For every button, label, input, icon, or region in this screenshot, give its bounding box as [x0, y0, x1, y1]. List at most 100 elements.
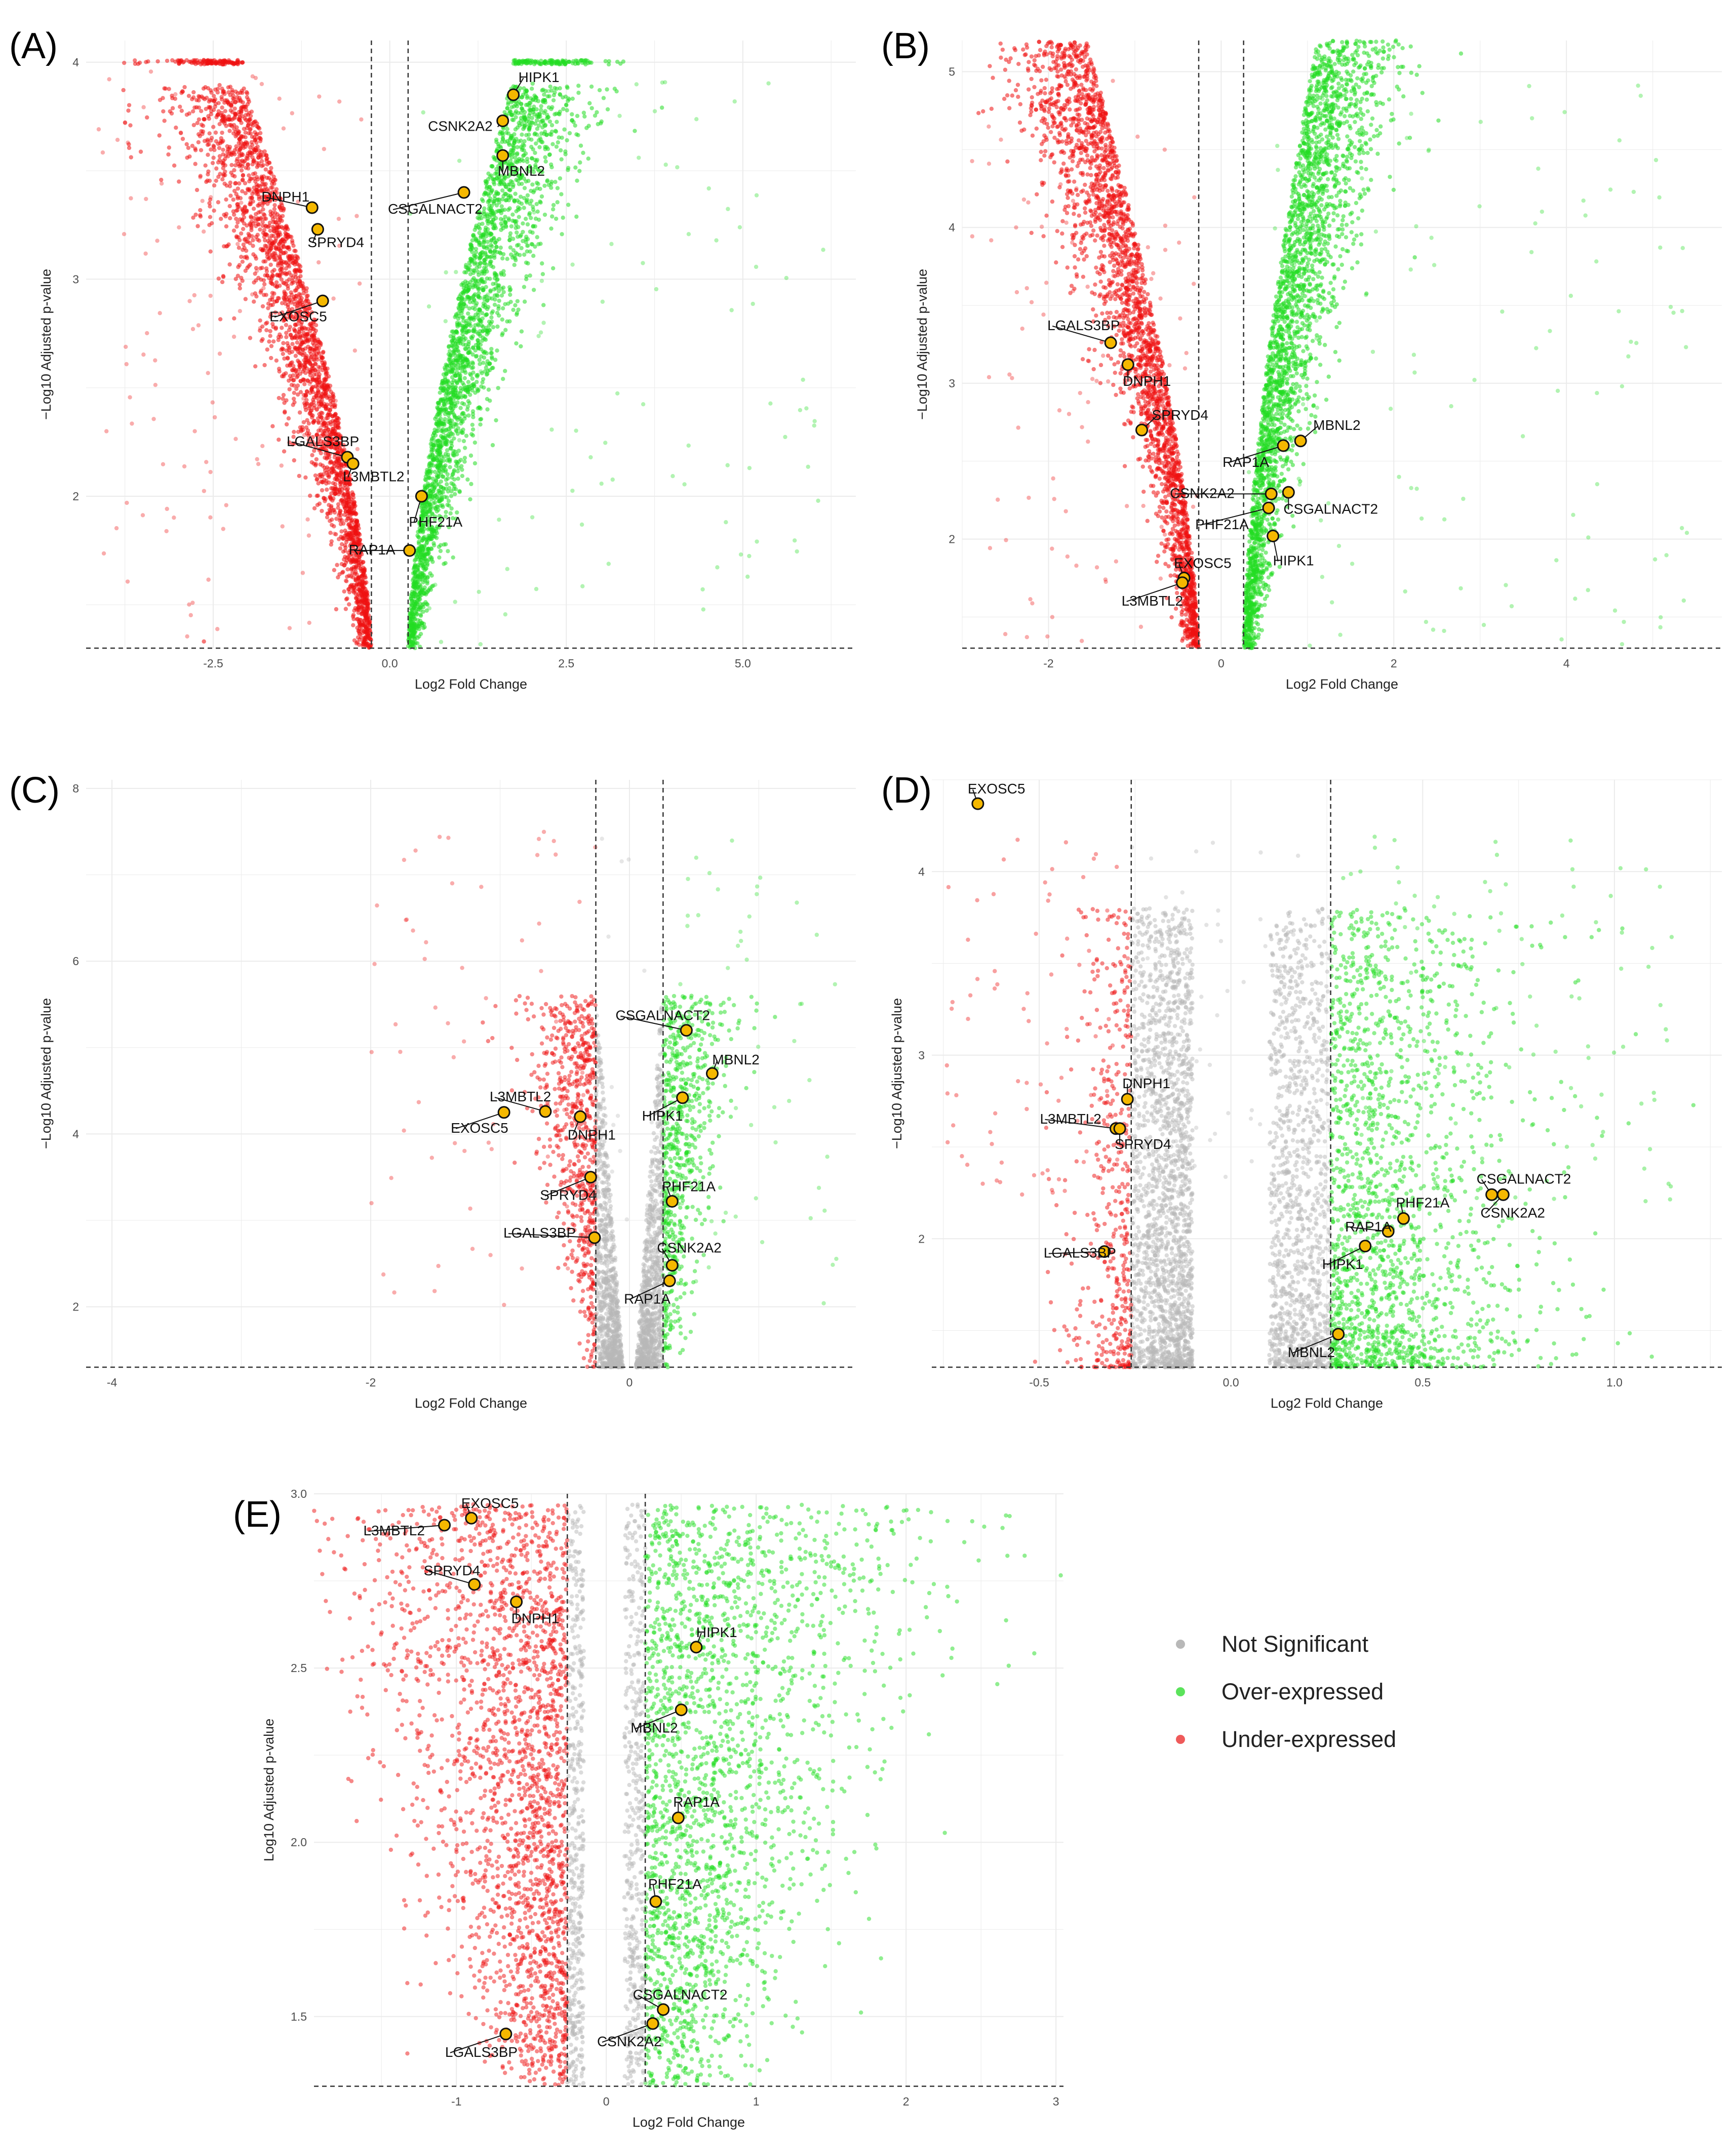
gene-point: [426, 455, 431, 460]
gene-point: [488, 255, 492, 260]
gene-point: [253, 119, 258, 124]
gene-point: [223, 156, 227, 162]
gene-point: [518, 194, 523, 199]
gene-point: [578, 160, 582, 165]
gene-point: [239, 254, 244, 259]
gene-point: [488, 361, 492, 366]
gene-point: [323, 455, 327, 460]
gene-point: [446, 432, 451, 437]
gene-point: [421, 621, 426, 626]
gene-point: [230, 90, 235, 95]
gene-point: [310, 390, 315, 394]
gene-point: [445, 482, 449, 487]
gene-point: [500, 223, 505, 228]
gene-point: [315, 441, 320, 445]
gene-point: [329, 486, 334, 491]
gene-point: [247, 233, 252, 238]
gene-point: [249, 214, 253, 219]
gene-point: [555, 200, 560, 205]
gene-point: [476, 331, 481, 336]
gene-point: [497, 197, 502, 202]
gene-point: [466, 339, 471, 344]
gene-point: [279, 270, 283, 275]
gene-point: [303, 475, 308, 480]
gene-point: [237, 117, 242, 122]
gene-point: [595, 110, 599, 114]
gene-point: [231, 209, 235, 214]
gene-point: [312, 448, 317, 453]
gene-point: [271, 228, 277, 233]
gene-point: [240, 189, 245, 193]
gene-point: [339, 529, 344, 534]
gene-point: [540, 272, 545, 276]
gene-point: [317, 401, 321, 406]
gene-point: [446, 391, 451, 396]
gene-point: [270, 181, 274, 186]
gene-point: [304, 402, 309, 406]
gene-point: [260, 220, 265, 224]
gene-point: [470, 422, 475, 427]
gene-point: [447, 503, 451, 508]
gene-point: [341, 521, 346, 526]
gene-point: [214, 178, 218, 183]
gene-point: [334, 475, 338, 480]
gene-point: [543, 155, 547, 160]
gene-point: [513, 102, 518, 107]
gene-point: [488, 248, 492, 253]
gene-point: [522, 285, 527, 289]
gene-point: [273, 327, 278, 331]
gene-point: [250, 195, 254, 201]
gene-point: [351, 613, 356, 617]
gene-point: [270, 224, 275, 229]
gene-point: [325, 515, 330, 520]
gene-point: [320, 508, 324, 513]
gene-point: [531, 224, 535, 229]
gene-point: [480, 197, 485, 202]
gene-point: [554, 216, 559, 221]
gene-point: [258, 153, 263, 158]
gene-point: [447, 486, 452, 491]
gene-point: [432, 457, 437, 461]
gene-point: [277, 214, 282, 219]
gene-point: [439, 479, 444, 484]
gene-point: [521, 158, 526, 163]
gene-point: [206, 114, 211, 118]
gene-point: [328, 531, 333, 535]
gene-point: [300, 340, 305, 345]
gene-point: [310, 341, 315, 345]
gene-point: [262, 238, 267, 243]
gene-point: [242, 221, 247, 226]
gene-point: [491, 154, 496, 160]
gene-point: [155, 59, 160, 64]
gene-point: [351, 623, 356, 627]
gene-point: [263, 167, 268, 172]
gene-point: [217, 146, 222, 150]
gene-point: [220, 280, 225, 285]
gene-point: [295, 374, 300, 378]
gene-point: [268, 329, 272, 334]
gene-point: [209, 147, 213, 152]
gene-point: [549, 123, 555, 128]
gene-point: [348, 560, 353, 565]
gene-point: [199, 129, 204, 134]
gene-point: [467, 263, 472, 268]
gene-point: [452, 469, 456, 474]
gene-point: [491, 265, 496, 269]
gene-point: [478, 251, 483, 256]
gene-point: [295, 392, 300, 397]
gene-point: [490, 320, 494, 324]
gene-point: [232, 106, 237, 111]
gene-point: [245, 256, 250, 261]
gene-point: [560, 232, 564, 236]
gene-point: [462, 456, 467, 460]
gene-point: [513, 111, 518, 115]
gene-point: [283, 298, 288, 303]
gene-point: [503, 215, 507, 219]
gene-point: [431, 443, 436, 448]
gene-point: [451, 333, 456, 338]
gene-point: [496, 289, 501, 294]
gene-point: [258, 318, 262, 323]
gene-point: [223, 173, 227, 178]
gene-point: [446, 499, 451, 503]
